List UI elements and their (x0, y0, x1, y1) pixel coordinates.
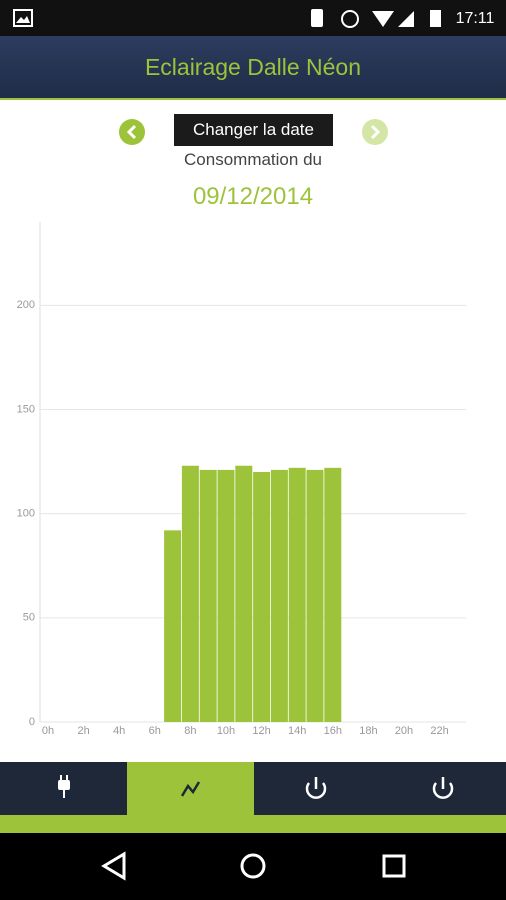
x-tick-label: 0h (42, 725, 54, 737)
x-tick-label: 20h (395, 725, 413, 737)
date-label: Consommation du (184, 150, 322, 169)
nav-home[interactable] (240, 853, 266, 879)
y-tick-label: 0 (29, 716, 35, 728)
bar (288, 467, 306, 722)
bar (181, 465, 199, 722)
prev-date[interactable] (118, 118, 146, 146)
bar (199, 469, 217, 722)
date-value: 09/12/2014 (192, 183, 314, 210)
bar (253, 472, 271, 722)
tab-power[interactable] (305, 777, 327, 799)
bar (217, 469, 235, 722)
change-date-button[interactable]: Changer la date (174, 114, 333, 146)
y-tick-label: 100 (17, 508, 35, 520)
tab-chart[interactable] (180, 781, 201, 797)
x-tick-label: 2h (77, 725, 89, 737)
x-tick-label: 16h (324, 725, 342, 737)
nav-icons (101, 851, 406, 881)
nav-recent[interactable] (382, 854, 406, 878)
bar (235, 465, 253, 722)
x-tick-label: 18h (359, 725, 377, 737)
bar (270, 469, 288, 722)
x-tick-label: 14h (288, 725, 306, 737)
y-tick-label: 50 (23, 612, 35, 624)
tab-timer[interactable] (432, 777, 454, 799)
x-tick-label: 10h (217, 725, 235, 737)
y-tick-label: 200 (17, 299, 35, 311)
tab-plug[interactable] (58, 775, 70, 798)
x-tick-label: 6h (149, 725, 161, 737)
chart: 0 50 100 150 200 0h 2h 4h 6h 8h 10h 12h 14h 16h 18h 20h… (17, 222, 466, 737)
header: Eclairage Dalle Néon (0, 36, 506, 98)
y-tick-label: 150 (17, 403, 35, 415)
x-tick-label: 8h (184, 725, 196, 737)
nav-back[interactable] (101, 851, 126, 881)
next-date[interactable] (361, 118, 389, 146)
bar (324, 467, 342, 722)
tab-icons (58, 775, 454, 799)
tab-bar (0, 762, 506, 815)
status-bar: 17:11 (0, 0, 506, 36)
status-time: 17:11 (456, 10, 495, 27)
header-title: Eclairage Dalle Néon (144, 54, 362, 80)
status-icons: 17:11 (13, 9, 495, 28)
bar (164, 530, 182, 722)
header-line (0, 98, 506, 100)
x-tick-label: 22h (430, 725, 448, 737)
x-tick-label: 4h (113, 725, 125, 737)
nav-bar (0, 833, 506, 900)
bar (306, 469, 324, 722)
bottom-strip (0, 815, 506, 833)
x-tick-label: 12h (252, 725, 270, 737)
